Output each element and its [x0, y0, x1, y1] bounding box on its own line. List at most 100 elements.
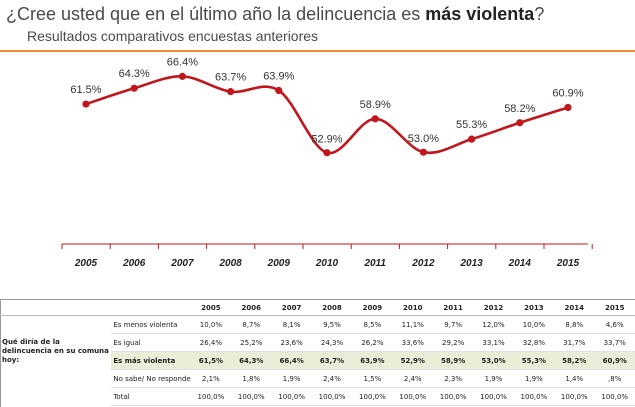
table-cell: 1,9% [271, 369, 312, 388]
x-tick-label: 2010 [315, 258, 339, 269]
data-point [371, 115, 379, 123]
title-prefix: ¿Cree usted que en el último año la deli… [6, 4, 426, 24]
table-cell: 11,1% [392, 315, 433, 334]
table-cell: 53,0% [473, 351, 514, 370]
data-point [468, 135, 476, 143]
table-cell: 63,9% [352, 351, 393, 370]
table-cell: 31,7% [554, 333, 595, 352]
x-tick-label: 2015 [556, 258, 580, 269]
table-cell: 1,4% [554, 369, 595, 388]
table-cell: 2,4% [392, 369, 433, 388]
x-tick-label: 2009 [267, 258, 291, 269]
data-point [419, 148, 427, 156]
data-label: 55.3% [456, 119, 487, 131]
data-label: 60.9% [552, 87, 583, 99]
table-cell: 55,3% [513, 351, 555, 370]
x-tick-label: 2008 [218, 258, 242, 269]
table-cell: 1,9% [513, 369, 555, 388]
data-label: 52.9% [311, 134, 342, 146]
data-point [564, 103, 572, 112]
data-point [178, 72, 186, 80]
chart-title: ¿Cree usted que en el último año la deli… [6, 4, 544, 25]
table-cell: 24,3% [311, 333, 353, 352]
table-cell: 1,8% [231, 369, 272, 388]
table-cell: 100,0% [352, 387, 393, 406]
table-row: No sabe/ No responde 2,1% 1,8% 1,9% 2,4% 1,5%… [0, 369, 635, 388]
table-cell: 2,1% [190, 369, 232, 388]
line-chart: 61.5% 2005 64.3% 2006 66.4% 2007 63.7% 2008 63.9… [61, 56, 593, 269]
data-point [516, 119, 524, 127]
table-cell: 8,7% [231, 315, 272, 334]
table-cell: 1,5% [352, 369, 393, 388]
table-cell: 100,0% [392, 387, 433, 406]
table-cell: 9,7% [432, 315, 474, 334]
table-row: Es igual 26,4% 25,2% 23,6% 24,3% 26,2% 33,6% 29… [0, 333, 635, 352]
table-cell: 10,0% [190, 315, 232, 334]
table-cell: 58,2% [554, 351, 595, 370]
table-cell: 33,1% [473, 333, 514, 352]
x-tick-label: 2007 [170, 258, 194, 269]
table-cell: 100,0% [554, 387, 595, 406]
row-label: Total [111, 387, 191, 406]
table-left-border [0, 299, 1, 407]
table-header-row: 2005 2006 2007 2008 2009 2010 2011 2012 2013 2014… [0, 299, 635, 316]
year-header: 2014 [554, 299, 595, 316]
table-cell: 60,9% [594, 351, 635, 370]
table-cell: 2,3% [432, 369, 474, 388]
table-cell: 66,4% [271, 351, 312, 370]
table-cell: 100,0% [231, 387, 272, 406]
blank-cell [0, 388, 111, 406]
year-header: 2009 [352, 299, 393, 316]
data-label: 66.4% [167, 56, 198, 68]
x-tick-label: 2014 [508, 258, 532, 269]
x-tick-label: 2006 [122, 258, 146, 269]
year-header: 2008 [311, 299, 353, 316]
table-cell: 100,0% [432, 387, 474, 406]
table-cell: 61,5% [190, 351, 232, 370]
x-tick-label: 2012 [411, 258, 435, 269]
row-label: Es igual [111, 333, 191, 352]
table-cell: 63,7% [311, 351, 353, 370]
data-point [130, 84, 138, 92]
table-cell: 4,6% [594, 315, 635, 334]
table-cell: 100,0% [473, 387, 514, 406]
chart-subtitle: Resultados comparativos encuestas anteri… [27, 28, 319, 44]
table-cell: 23,6% [271, 333, 312, 352]
table-cell: 100,0% [311, 387, 353, 406]
data-label: 64.3% [119, 68, 150, 80]
table-cell: 100,0% [594, 387, 635, 406]
data-label: 53.0% [408, 133, 439, 145]
data-point [323, 149, 331, 157]
table-cell: 10,0% [513, 315, 555, 334]
table-cell: 9,5% [311, 315, 353, 334]
table-cell: 12,0% [473, 315, 514, 334]
year-header: 2005 [190, 299, 232, 316]
table-cell: 29,2% [432, 333, 474, 352]
table-cell: 32,8% [513, 333, 555, 352]
year-header: 2015 [594, 299, 635, 316]
row-label: Es menos violenta [111, 315, 191, 334]
header-blank [0, 299, 112, 316]
table-cell: 64,3% [231, 351, 272, 370]
table-cell: 2,4% [311, 369, 353, 388]
x-tick-label: 2005 [74, 258, 98, 269]
title-suffix: ? [534, 4, 545, 24]
year-header: 2012 [473, 299, 514, 316]
table-cell: 8,1% [271, 315, 312, 334]
year-header: 2006 [231, 299, 272, 316]
year-header: 2013 [513, 299, 555, 316]
x-tick-label: 2011 [363, 258, 386, 269]
question-label: Qué diría de la delincuencia en su comun… [2, 338, 109, 365]
table-cell: 33,6% [392, 333, 433, 352]
table-cell: 58,9% [432, 351, 474, 370]
year-header: 2010 [392, 299, 433, 316]
x-tick-label: 2013 [459, 258, 483, 269]
table-row: Es más violenta 61,5% 64,3% 66,4% 63,7% 63,9%… [0, 351, 635, 370]
table-cell: 8,8% [554, 315, 595, 334]
year-header: 2011 [432, 299, 474, 316]
table-cell: 52,9% [392, 351, 433, 370]
table-row: Total 100,0% 100,0% 100,0% 100,0% 100,0% 100,0… [0, 387, 635, 406]
data-table: 2005 2006 2007 2008 2009 2010 2011 2012 2013 2014… [0, 299, 635, 406]
data-label: 63.9% [263, 71, 294, 83]
table-cell: 8,5% [352, 315, 393, 334]
